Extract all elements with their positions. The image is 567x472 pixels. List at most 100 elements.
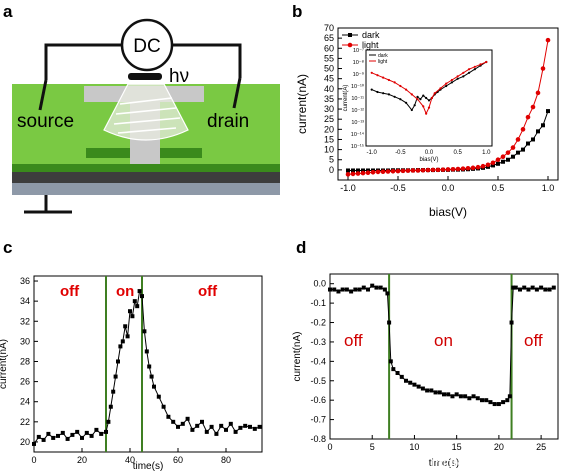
inset-y-tick-label: 10⁻¹³ [351,120,364,126]
x-tick-label: 0.0 [442,183,455,193]
data-point [405,168,411,173]
data-point [513,285,518,290]
x-tick-label: 0 [327,442,332,452]
data-point [355,171,361,176]
inset-data-point [382,76,385,79]
inset-y-tick-label: 10⁻¹¹ [351,96,364,102]
inset-data-point [425,96,428,100]
panel-letter-c: c [3,238,12,257]
inset-x-tick-label: -1.0 [367,150,378,156]
inset-data-point [410,93,413,96]
data-point [60,430,65,435]
inset-data-point [410,108,413,112]
data-point [380,169,386,174]
panel-letter-a: a [3,2,13,21]
inset-data-point [445,84,448,88]
data-point [505,150,511,155]
data-point [176,424,180,429]
data-point [248,424,252,429]
x-tick-label: 15 [452,442,462,452]
inset-data-point [450,78,454,82]
data-point [467,396,472,401]
inset-data-point [430,96,433,100]
data-point [366,287,370,292]
annotation-on: on [434,331,453,350]
y-axis-label: current(nA) [0,339,9,389]
x-axis-label: bias(V) [429,205,467,219]
data-point [130,314,135,319]
data-point [460,166,466,171]
data-point [501,159,505,164]
x-tick-label: 0.5 [492,183,505,193]
x-tick-label: 80 [221,455,231,465]
data-point [200,419,204,424]
data-point [510,145,516,150]
inset-data-point [382,92,385,95]
data-point [437,390,442,395]
data-point [490,160,496,166]
data-point [345,172,351,177]
dc-source-icon [120,18,174,72]
data-point [511,154,515,159]
data-point [521,147,525,152]
data-point [361,168,365,173]
data-point [412,382,417,387]
data-point [416,384,421,389]
x-tick-label: 20 [77,455,87,465]
data-point [361,285,366,290]
data-point [257,424,262,429]
data-point [104,429,108,434]
lamp-icon [128,73,162,80]
data-point [400,168,406,174]
y-tick-label: 15 [324,134,334,144]
data-point [526,287,531,292]
data-point [470,165,476,171]
inset-data-point [393,81,396,84]
data-point [378,285,383,290]
inset-x-tick-label: 0.0 [425,150,434,156]
drain-label: drain [207,111,249,132]
data-point [152,384,156,389]
substrate-dark-layer [12,172,280,183]
y-tick-label: -0.5 [310,376,326,386]
data-point [541,123,545,128]
y-tick-label: 26 [20,377,30,387]
data-point [36,434,41,439]
data-point [350,171,356,177]
data-point [120,339,125,344]
inset-data-point [439,87,442,90]
inset-frame [365,49,493,147]
data-point [233,429,238,434]
data-point [442,392,446,397]
panel-letter-d: d [296,238,306,257]
data-point [471,394,476,399]
x-tick-label: 60 [173,455,183,465]
y-tick-label: 0.0 [313,279,326,289]
data-point [252,426,257,431]
data-point [243,423,248,428]
substrate-gray-layer [12,183,280,195]
data-point [108,404,113,409]
inset-data-point [462,71,465,74]
inset-data-point [456,75,459,78]
inset-y-tick-label: 10⁻¹² [351,108,364,114]
legend-marker [348,33,352,37]
y-tick-label: 55 [324,53,334,63]
inset-x-tick-label: 1.0 [482,150,491,156]
data-point [84,430,89,435]
data-point [545,37,551,43]
data-point [385,169,391,174]
data-point [420,167,426,173]
inset-data-point [399,84,402,88]
annotation-off-1: off [344,331,363,350]
data-point [509,320,514,325]
data-point [501,400,506,405]
data-point [106,419,111,424]
inset-data-point [376,74,379,77]
inset-data-point [416,98,419,101]
y-tick-label: -0.8 [310,434,326,444]
inset-data-point [399,98,402,101]
data-point [166,414,171,419]
annotation-off-1: off [60,283,80,300]
chart-b-plot: -1.0 -0.5 0.0 0.5 1.005101520253035404550556… [295,23,559,219]
